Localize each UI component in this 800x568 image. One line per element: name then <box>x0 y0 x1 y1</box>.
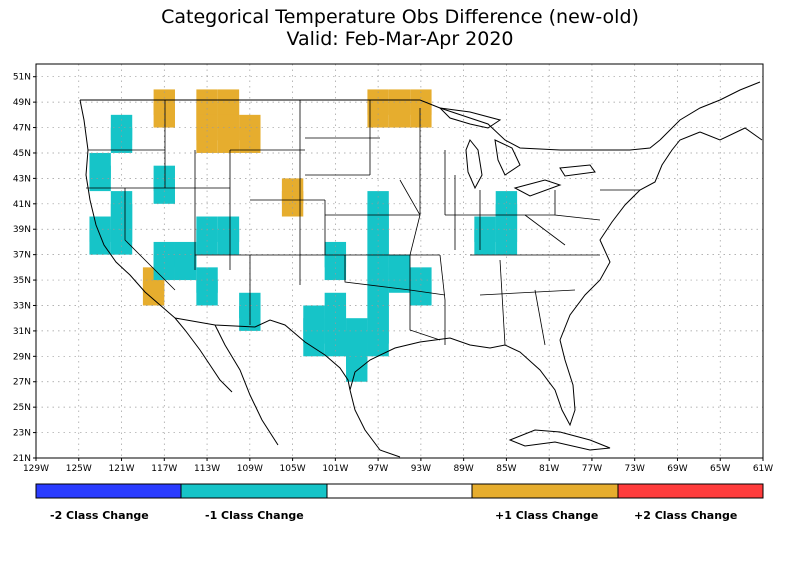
cell-minus1 <box>495 229 518 255</box>
color-legend: -2 Class Change -1 Class Change +1 Class… <box>35 483 764 522</box>
lat-tick-label: 27N <box>13 378 31 388</box>
legend-swatch-minus1 <box>180 483 328 499</box>
lon-tick-label: 101W <box>322 464 348 474</box>
lon-tick-label: 85W <box>496 464 516 474</box>
mexico-west-coast <box>214 324 279 446</box>
lat-tick-label: 35N <box>13 276 31 286</box>
cell-minus1 <box>110 127 133 153</box>
cell-plus1 <box>217 127 240 153</box>
cell-minus1 <box>346 356 368 382</box>
lat-tick-label: 45N <box>13 149 31 159</box>
cell-minus1 <box>217 229 240 255</box>
cell-plus1 <box>239 127 261 153</box>
lon-tick-label: 105W <box>280 464 306 474</box>
lat-tick-label: 47N <box>13 124 31 134</box>
category-cells <box>89 89 518 382</box>
cell-minus1 <box>324 254 347 281</box>
lat-lon-grid <box>35 64 764 459</box>
cell-minus1 <box>474 229 496 255</box>
lake-huron <box>494 139 521 176</box>
cell-minus1 <box>196 280 218 306</box>
lon-tick-label: 113W <box>194 464 220 474</box>
legend-label-minus2: -2 Class Change <box>50 509 149 522</box>
cell-minus1 <box>174 254 197 281</box>
us-boundaries <box>79 81 763 458</box>
latitude-tick-labels: 51N 49N 47N 45N 43N 41N 39N 37N 35N 33N 31N 29N 27N 2… <box>13 73 36 464</box>
cell-minus1 <box>410 280 432 306</box>
lake-ontario <box>559 164 596 177</box>
lake-michigan <box>465 139 483 190</box>
pacific-coast <box>79 99 176 319</box>
lon-tick-label: 93W <box>411 464 431 474</box>
lat-tick-label: 41N <box>13 200 31 210</box>
legend-swatch-minus2 <box>35 483 182 499</box>
lat-tick-label: 23N <box>13 429 31 439</box>
cell-minus1 <box>367 330 389 357</box>
cell-minus1 <box>324 330 347 357</box>
title-line-1: Categorical Temperature Obs Difference (… <box>161 6 639 28</box>
cell-minus1 <box>153 254 175 281</box>
map-frame <box>35 63 764 459</box>
lon-tick-label: 125W <box>66 464 92 474</box>
lon-tick-label: 97W <box>368 464 388 474</box>
lat-tick-label: 43N <box>13 174 31 184</box>
lat-tick-label: 25N <box>13 403 31 413</box>
lat-tick-label: 31N <box>13 327 31 337</box>
cell-plus1 <box>388 102 411 128</box>
lat-tick-label: 21N <box>13 454 31 464</box>
cuba <box>508 429 611 451</box>
baja-peninsula <box>174 317 233 393</box>
cell-minus1 <box>303 330 325 357</box>
lon-tick-label: 129W <box>23 464 49 474</box>
legend-label-plus1: +1 Class Change <box>495 509 598 522</box>
lake-superior <box>438 107 502 129</box>
map-title: Categorical Temperature Obs Difference (… <box>0 6 800 50</box>
atlantic-coast <box>559 131 701 341</box>
nova-scotia <box>699 127 763 141</box>
cell-minus1 <box>196 229 218 255</box>
mexico-gulf-coast <box>349 389 401 458</box>
cell-minus1 <box>89 229 111 255</box>
mexico-border <box>174 317 351 391</box>
lat-tick-label: 51N <box>13 73 31 83</box>
lat-tick-label: 39N <box>13 225 31 235</box>
lon-tick-label: 65W <box>710 464 730 474</box>
lake-erie <box>513 179 562 197</box>
lat-tick-label: 37N <box>13 251 31 261</box>
legend-swatch-plus1 <box>471 483 619 499</box>
lat-tick-label: 33N <box>13 301 31 311</box>
longitude-tick-labels: 129W 125W 121W 117W 113W 109W 105W 101W 97W 93W 89… <box>23 458 773 474</box>
cell-plus1 <box>281 191 304 217</box>
legend-swatch-zero <box>326 483 473 499</box>
cell-minus1 <box>110 229 133 255</box>
lon-tick-label: 69W <box>667 464 687 474</box>
lon-tick-label: 61W <box>753 464 773 474</box>
lat-tick-label: 29N <box>13 352 31 362</box>
cell-plus1 <box>142 280 165 306</box>
canada-coast <box>659 81 761 141</box>
gulf-coast <box>349 337 576 427</box>
legend-label-plus2: +2 Class Change <box>634 509 737 522</box>
lon-tick-label: 89W <box>453 464 473 474</box>
legend-swatch-plus2 <box>617 483 764 499</box>
lon-tick-label: 109W <box>237 464 263 474</box>
lat-tick-label: 49N <box>13 98 31 108</box>
legend-label-minus1: -1 Class Change <box>205 509 304 522</box>
cell-plus1 <box>196 127 218 153</box>
title-line-2: Valid: Feb-Mar-Apr 2020 <box>286 28 514 50</box>
lon-tick-label: 73W <box>625 464 645 474</box>
lon-tick-label: 81W <box>539 464 559 474</box>
lon-tick-label: 121W <box>108 464 134 474</box>
state-boundaries <box>86 100 640 346</box>
cell-minus1 <box>89 165 111 192</box>
lon-tick-label: 77W <box>582 464 602 474</box>
lon-tick-label: 117W <box>151 464 177 474</box>
